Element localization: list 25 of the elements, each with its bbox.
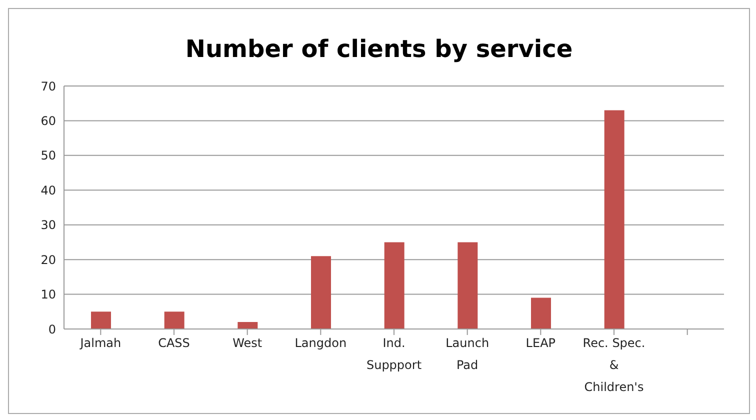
- bar: [164, 312, 184, 329]
- y-tick-label: 50: [40, 148, 56, 163]
- x-tick-label: Jalmah: [79, 336, 122, 350]
- bar: [531, 298, 551, 329]
- y-tick-label: 70: [40, 79, 56, 94]
- bar: [384, 242, 404, 329]
- x-tick-label: Langdon: [294, 336, 347, 350]
- y-tick-label: 0: [48, 322, 56, 336]
- bar: [311, 256, 331, 329]
- y-tick-label: 40: [40, 183, 56, 198]
- x-tick-label: CASS: [158, 336, 190, 350]
- chart-title: Number of clients by service: [184, 35, 574, 63]
- y-tick-label: 10: [40, 288, 56, 302]
- x-tick-label: West: [232, 336, 262, 350]
- x-tick-label: Rec. Spec. & Children's: [582, 336, 646, 394]
- bar: [238, 322, 258, 329]
- x-tick-label: Launch Pad: [446, 336, 490, 372]
- y-tick-label: 60: [40, 114, 56, 128]
- x-tick-label: LEAP: [526, 336, 556, 350]
- bar: [604, 110, 624, 329]
- y-tick-label: 20: [40, 252, 56, 267]
- bar: [458, 242, 478, 329]
- y-tick-label: 30: [40, 218, 56, 232]
- bar: [91, 312, 111, 329]
- x-tick-label: Ind. Suppport: [366, 336, 422, 372]
